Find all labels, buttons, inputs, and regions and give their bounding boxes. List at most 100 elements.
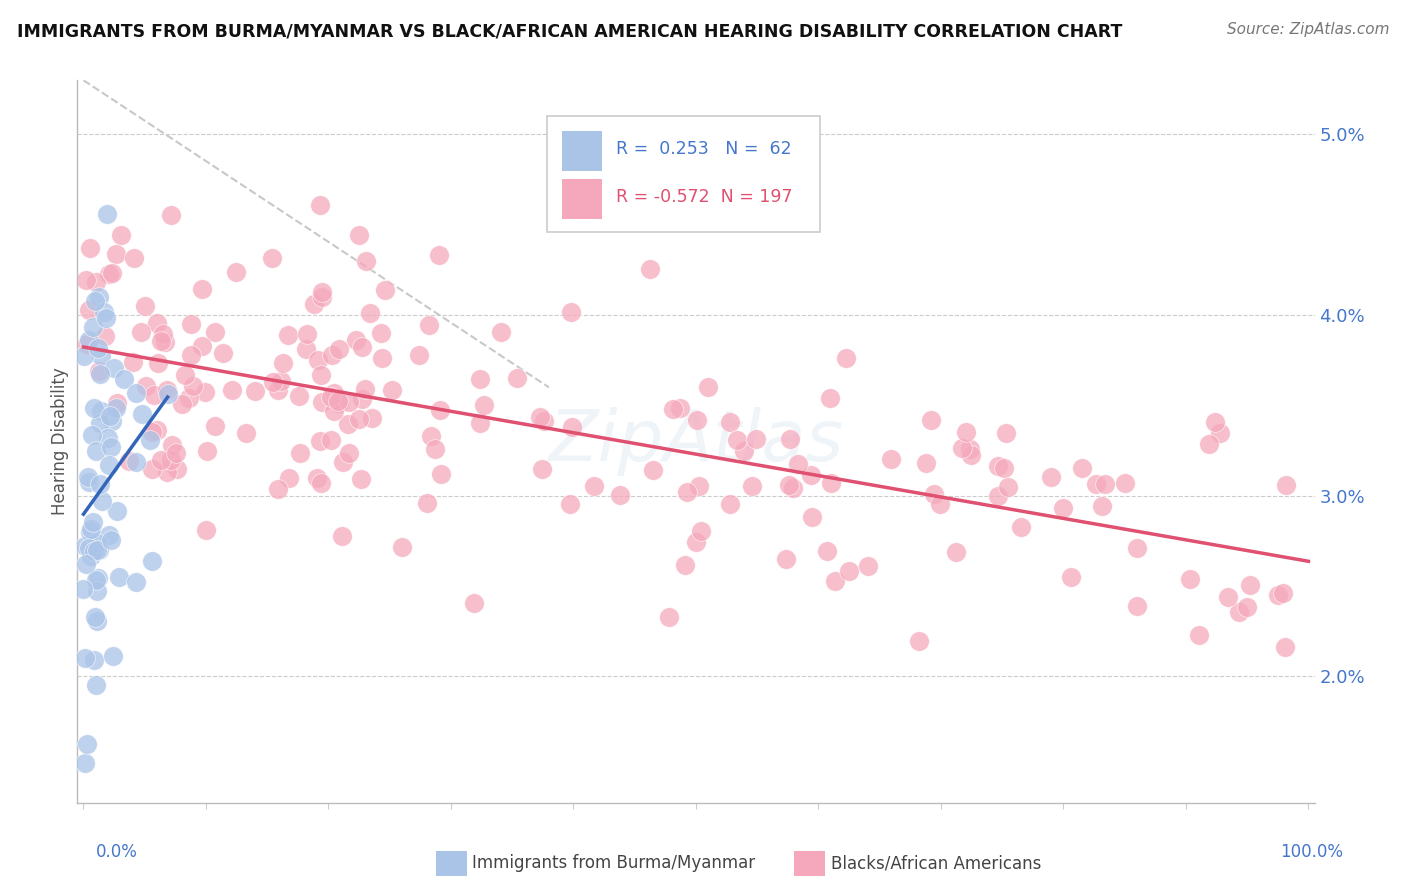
Point xyxy=(84,275,107,289)
Point xyxy=(321,348,343,362)
Point xyxy=(290,445,312,459)
Point xyxy=(89,417,111,431)
Point xyxy=(79,241,101,255)
Point xyxy=(267,383,290,397)
Point xyxy=(146,356,169,370)
Text: ZipAtlas: ZipAtlas xyxy=(548,407,844,476)
Point xyxy=(156,384,179,398)
Point xyxy=(820,476,842,491)
Point xyxy=(90,404,112,418)
Point xyxy=(141,554,163,568)
Point xyxy=(91,493,114,508)
Point xyxy=(271,356,294,370)
Point xyxy=(675,484,697,499)
Point xyxy=(915,456,938,470)
Point xyxy=(89,367,111,381)
Point xyxy=(1198,436,1220,450)
Point xyxy=(262,375,284,389)
Point xyxy=(89,364,111,378)
Y-axis label: Hearing Disability: Hearing Disability xyxy=(51,368,69,516)
Point xyxy=(328,342,350,356)
Point xyxy=(79,525,101,540)
Point xyxy=(688,479,710,493)
Point xyxy=(775,552,797,566)
Point xyxy=(80,428,103,442)
Point xyxy=(75,273,97,287)
Point xyxy=(337,394,360,409)
Point xyxy=(685,535,707,549)
Point xyxy=(84,610,107,624)
Text: R =  0.253   N =  62: R = 0.253 N = 62 xyxy=(616,140,792,158)
Point xyxy=(75,756,97,770)
Point xyxy=(177,391,200,405)
Point xyxy=(328,396,350,410)
Point xyxy=(76,336,98,351)
Point xyxy=(744,432,766,446)
Point xyxy=(323,386,346,401)
Point xyxy=(143,387,166,401)
Point xyxy=(86,536,108,550)
Point xyxy=(993,461,1015,475)
Point xyxy=(76,470,98,484)
Point xyxy=(77,541,100,555)
Point xyxy=(211,345,233,359)
Point xyxy=(180,317,202,331)
Point xyxy=(361,411,384,425)
Point xyxy=(97,527,120,541)
Point xyxy=(945,545,967,559)
Point xyxy=(100,440,122,454)
Point xyxy=(489,325,512,339)
Point xyxy=(302,296,325,310)
Text: Blacks/African Americans: Blacks/African Americans xyxy=(831,855,1042,872)
Point xyxy=(125,575,148,590)
Point xyxy=(815,543,838,558)
Point xyxy=(374,283,396,297)
Point xyxy=(786,457,808,471)
Point xyxy=(190,339,212,353)
Point xyxy=(73,651,96,665)
Point xyxy=(84,444,107,458)
Point xyxy=(288,389,311,403)
Point xyxy=(920,413,942,427)
Point xyxy=(105,247,128,261)
Point xyxy=(311,395,333,409)
Point xyxy=(1216,591,1239,605)
Point xyxy=(77,475,100,489)
Point xyxy=(468,417,491,431)
Point xyxy=(429,403,451,417)
Point xyxy=(295,327,318,342)
Point xyxy=(165,446,187,460)
Point xyxy=(697,380,720,394)
Point xyxy=(1236,600,1258,615)
Point xyxy=(80,549,103,563)
Point xyxy=(108,570,131,584)
Point xyxy=(1071,461,1094,475)
Point xyxy=(530,462,553,476)
Point xyxy=(82,515,104,529)
Point xyxy=(84,294,107,309)
Point xyxy=(1052,500,1074,515)
Point xyxy=(87,342,110,356)
Point xyxy=(308,434,330,448)
Point xyxy=(235,425,257,440)
Point xyxy=(307,471,329,485)
Point xyxy=(89,349,111,363)
Point xyxy=(733,443,755,458)
Point xyxy=(225,265,247,279)
Point xyxy=(995,425,1018,440)
Point xyxy=(87,571,110,585)
Point xyxy=(125,455,148,469)
Point xyxy=(156,465,179,479)
Point xyxy=(727,433,749,447)
Point xyxy=(391,541,413,555)
Point xyxy=(174,368,197,383)
Point xyxy=(129,325,152,339)
Point xyxy=(506,371,529,385)
Point xyxy=(311,476,333,491)
Point xyxy=(146,317,169,331)
Point xyxy=(561,420,583,434)
Point xyxy=(104,401,127,415)
Point xyxy=(801,509,824,524)
Point xyxy=(141,425,163,439)
Point xyxy=(98,267,121,281)
